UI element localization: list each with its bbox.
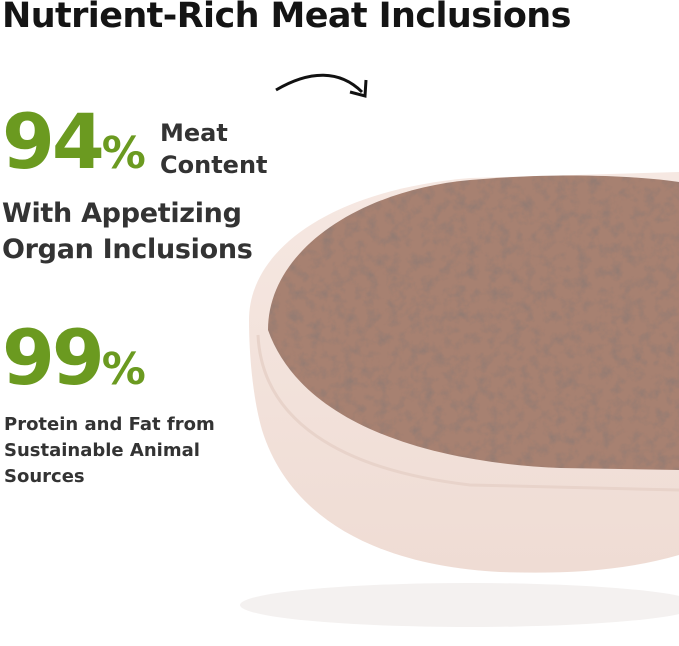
description-line: Sustainable Animal [4,440,200,461]
page-title: Nutrient-Rich Meat Inclusions [2,0,571,36]
label-line: Content [160,151,268,179]
stat-label: Meat Content [160,117,268,181]
description-line: Sources [4,466,85,487]
stat-number: 94 [2,97,105,186]
label-line: Meat [160,119,228,147]
bowl-shadow [240,583,679,627]
stat-description: With Appetizing Organ Inclusions [2,196,253,268]
stat-unit: % [101,128,146,179]
curved-arrow-icon [275,73,364,94]
description-line: With Appetizing [2,198,242,229]
stat-description: Protein and Fat from Sustainable Animal … [4,412,215,490]
arrow-head-icon [349,79,368,98]
stat-unit: % [101,344,146,395]
meat-content-stat: 94% [2,104,146,180]
bowl-rim-edge [256,334,679,492]
description-line: Protein and Fat from [4,414,215,435]
stat-number: 99 [2,313,105,402]
description-line: Organ Inclusions [2,234,253,265]
protein-fat-stat: 99% [2,320,146,396]
